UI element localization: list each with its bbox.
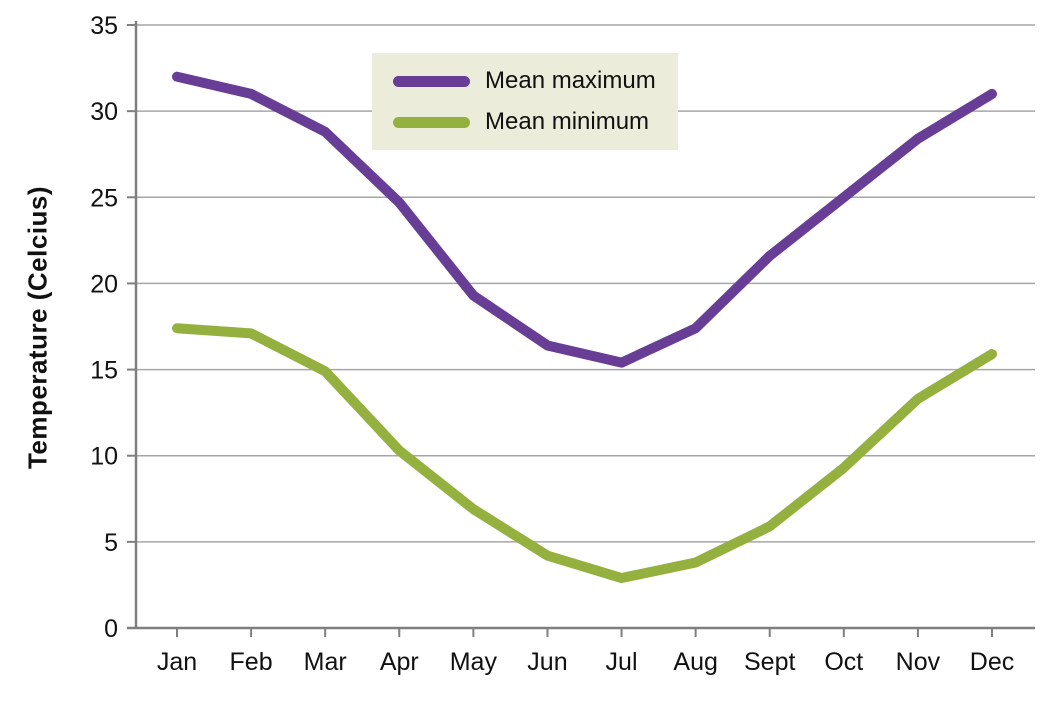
y-tick-label: 20 bbox=[90, 270, 118, 298]
x-tick-label: Dec bbox=[970, 648, 1014, 676]
x-tick-label: Jul bbox=[606, 648, 638, 676]
legend-entry-mean-minimum: Mean minimum bbox=[393, 108, 678, 136]
y-tick-label: 15 bbox=[90, 357, 118, 385]
y-tick-label: 30 bbox=[90, 98, 118, 126]
y-tick-label: 5 bbox=[104, 529, 118, 557]
x-tick-label: Aug bbox=[673, 648, 717, 676]
y-tick-label: 25 bbox=[90, 184, 118, 212]
x-tick-label: Oct bbox=[824, 648, 863, 676]
x-tick-label: Nov bbox=[896, 648, 941, 676]
x-tick-label: Mar bbox=[304, 648, 347, 676]
x-tick-label: May bbox=[450, 648, 498, 676]
y-tick-label: 35 bbox=[90, 12, 118, 40]
x-tick-label: Apr bbox=[380, 648, 419, 676]
legend-entry-mean-maximum: Mean maximum bbox=[393, 67, 678, 95]
y-tick-label: 10 bbox=[90, 443, 118, 471]
x-tick-label: Jun bbox=[527, 648, 567, 676]
x-tick-label: Sept bbox=[744, 648, 795, 676]
legend-chip-1 bbox=[393, 116, 470, 128]
series-line-mean-maximum bbox=[172, 71, 997, 368]
x-tick-label: Feb bbox=[230, 648, 273, 676]
legend-chip-0 bbox=[393, 75, 470, 87]
series-line-mean-minimum bbox=[172, 323, 997, 584]
y-tick-label: 0 bbox=[104, 615, 118, 643]
legend-label-mean-minimum: Mean minimum bbox=[485, 108, 650, 135]
chart-legend: Mean maximum Mean minimum bbox=[372, 53, 678, 150]
x-tick-label: Jan bbox=[157, 648, 197, 676]
legend-label-mean-maximum: Mean maximum bbox=[485, 67, 656, 94]
